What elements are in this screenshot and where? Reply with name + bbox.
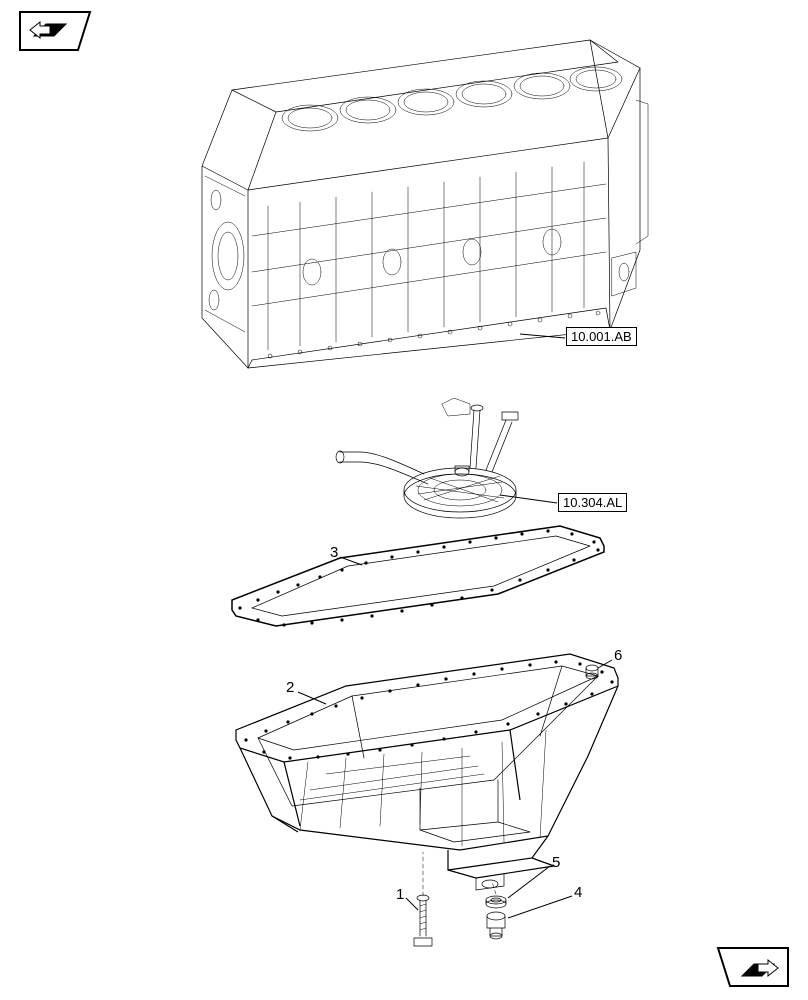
callout-2: 2 <box>286 679 294 696</box>
engine-block-drawing <box>202 40 648 368</box>
ref-engine-block: 10.001.AB <box>566 327 637 346</box>
ref-oil-pickup: 10.304.AL <box>558 493 627 512</box>
oil-pickup-drawing <box>336 398 518 518</box>
callout-4: 4 <box>574 884 582 901</box>
callout-6: 6 <box>614 647 622 664</box>
callout-5: 5 <box>552 854 560 871</box>
callout-1: 1 <box>396 886 404 903</box>
callout-3: 3 <box>330 544 338 561</box>
nav-back-icon[interactable] <box>20 12 90 50</box>
leader-lines <box>298 334 612 918</box>
parts-diagram-canvas <box>0 0 808 1000</box>
gasket-drawing <box>232 526 604 627</box>
fastener-drawings <box>414 665 598 946</box>
nav-forward-icon[interactable] <box>718 948 788 986</box>
